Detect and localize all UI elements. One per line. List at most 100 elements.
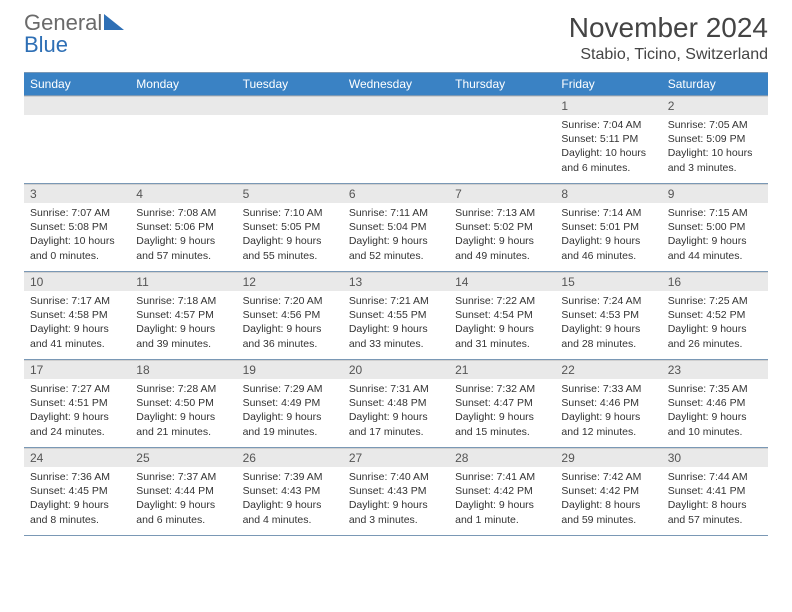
- calendar-day-cell: 27Sunrise: 7:40 AMSunset: 4:43 PMDayligh…: [343, 448, 449, 536]
- daylight-text: Daylight: 9 hours and 28 minutes.: [561, 322, 655, 350]
- day-body: [237, 115, 343, 124]
- calendar-day-cell: 14Sunrise: 7:22 AMSunset: 4:54 PMDayligh…: [449, 272, 555, 360]
- day-body: Sunrise: 7:04 AMSunset: 5:11 PMDaylight:…: [555, 115, 661, 181]
- sunset-text: Sunset: 4:56 PM: [243, 308, 337, 322]
- sunrise-text: Sunrise: 7:17 AM: [30, 294, 124, 308]
- calendar-day-cell: 26Sunrise: 7:39 AMSunset: 4:43 PMDayligh…: [237, 448, 343, 536]
- day-number: 30: [662, 448, 768, 467]
- sunrise-text: Sunrise: 7:14 AM: [561, 206, 655, 220]
- sunset-text: Sunset: 4:43 PM: [349, 484, 443, 498]
- sunrise-text: Sunrise: 7:25 AM: [668, 294, 762, 308]
- sunset-text: Sunset: 4:42 PM: [455, 484, 549, 498]
- sunrise-text: Sunrise: 7:05 AM: [668, 118, 762, 132]
- sunrise-text: Sunrise: 7:11 AM: [349, 206, 443, 220]
- calendar-day-cell: 19Sunrise: 7:29 AMSunset: 4:49 PMDayligh…: [237, 360, 343, 448]
- day-number: 28: [449, 448, 555, 467]
- day-number: 26: [237, 448, 343, 467]
- weekday-header: Saturday: [662, 73, 768, 96]
- day-body: Sunrise: 7:20 AMSunset: 4:56 PMDaylight:…: [237, 291, 343, 357]
- sunrise-text: Sunrise: 7:18 AM: [136, 294, 230, 308]
- logo-sail-icon: [104, 14, 124, 30]
- sunset-text: Sunset: 4:46 PM: [668, 396, 762, 410]
- sunset-text: Sunset: 5:02 PM: [455, 220, 549, 234]
- sunset-text: Sunset: 4:47 PM: [455, 396, 549, 410]
- day-body: Sunrise: 7:29 AMSunset: 4:49 PMDaylight:…: [237, 379, 343, 445]
- daylight-text: Daylight: 9 hours and 8 minutes.: [30, 498, 124, 526]
- day-body: [24, 115, 130, 124]
- logo: General Blue: [24, 12, 124, 56]
- sunset-text: Sunset: 4:49 PM: [243, 396, 337, 410]
- day-body: Sunrise: 7:07 AMSunset: 5:08 PMDaylight:…: [24, 203, 130, 269]
- day-number: [130, 96, 236, 115]
- calendar-blank-cell: [237, 96, 343, 184]
- day-body: [130, 115, 236, 124]
- day-body: [343, 115, 449, 124]
- calendar-week-row: 1Sunrise: 7:04 AMSunset: 5:11 PMDaylight…: [24, 96, 768, 184]
- day-number: [343, 96, 449, 115]
- sunset-text: Sunset: 4:48 PM: [349, 396, 443, 410]
- sunset-text: Sunset: 5:05 PM: [243, 220, 337, 234]
- day-number: 13: [343, 272, 449, 291]
- day-body: Sunrise: 7:14 AMSunset: 5:01 PMDaylight:…: [555, 203, 661, 269]
- calendar-week-row: 10Sunrise: 7:17 AMSunset: 4:58 PMDayligh…: [24, 272, 768, 360]
- sunset-text: Sunset: 5:11 PM: [561, 132, 655, 146]
- calendar-day-cell: 28Sunrise: 7:41 AMSunset: 4:42 PMDayligh…: [449, 448, 555, 536]
- sunset-text: Sunset: 4:55 PM: [349, 308, 443, 322]
- day-number: 14: [449, 272, 555, 291]
- calendar-day-cell: 17Sunrise: 7:27 AMSunset: 4:51 PMDayligh…: [24, 360, 130, 448]
- sunset-text: Sunset: 5:08 PM: [30, 220, 124, 234]
- calendar-day-cell: 15Sunrise: 7:24 AMSunset: 4:53 PMDayligh…: [555, 272, 661, 360]
- daylight-text: Daylight: 9 hours and 31 minutes.: [455, 322, 549, 350]
- daylight-text: Daylight: 9 hours and 39 minutes.: [136, 322, 230, 350]
- sunset-text: Sunset: 4:43 PM: [243, 484, 337, 498]
- sunrise-text: Sunrise: 7:42 AM: [561, 470, 655, 484]
- day-number: 20: [343, 360, 449, 379]
- calendar-week-row: 3Sunrise: 7:07 AMSunset: 5:08 PMDaylight…: [24, 184, 768, 272]
- day-body: Sunrise: 7:39 AMSunset: 4:43 PMDaylight:…: [237, 467, 343, 533]
- calendar-day-cell: 1Sunrise: 7:04 AMSunset: 5:11 PMDaylight…: [555, 96, 661, 184]
- day-body: Sunrise: 7:08 AMSunset: 5:06 PMDaylight:…: [130, 203, 236, 269]
- title-block: November 2024 Stabio, Ticino, Switzerlan…: [569, 12, 768, 64]
- daylight-text: Daylight: 9 hours and 44 minutes.: [668, 234, 762, 262]
- sunset-text: Sunset: 4:52 PM: [668, 308, 762, 322]
- day-body: Sunrise: 7:44 AMSunset: 4:41 PMDaylight:…: [662, 467, 768, 533]
- day-body: Sunrise: 7:27 AMSunset: 4:51 PMDaylight:…: [24, 379, 130, 445]
- day-body: Sunrise: 7:28 AMSunset: 4:50 PMDaylight:…: [130, 379, 236, 445]
- day-number: 29: [555, 448, 661, 467]
- day-body: Sunrise: 7:32 AMSunset: 4:47 PMDaylight:…: [449, 379, 555, 445]
- day-number: [449, 96, 555, 115]
- calendar-day-cell: 23Sunrise: 7:35 AMSunset: 4:46 PMDayligh…: [662, 360, 768, 448]
- day-number: 16: [662, 272, 768, 291]
- day-number: 6: [343, 184, 449, 203]
- calendar-day-cell: 11Sunrise: 7:18 AMSunset: 4:57 PMDayligh…: [130, 272, 236, 360]
- daylight-text: Daylight: 8 hours and 57 minutes.: [668, 498, 762, 526]
- weekday-header: Tuesday: [237, 73, 343, 96]
- daylight-text: Daylight: 9 hours and 26 minutes.: [668, 322, 762, 350]
- daylight-text: Daylight: 9 hours and 3 minutes.: [349, 498, 443, 526]
- sunset-text: Sunset: 4:44 PM: [136, 484, 230, 498]
- sunrise-text: Sunrise: 7:36 AM: [30, 470, 124, 484]
- day-body: Sunrise: 7:15 AMSunset: 5:00 PMDaylight:…: [662, 203, 768, 269]
- day-body: Sunrise: 7:35 AMSunset: 4:46 PMDaylight:…: [662, 379, 768, 445]
- calendar-blank-cell: [449, 96, 555, 184]
- day-number: 27: [343, 448, 449, 467]
- day-body: Sunrise: 7:33 AMSunset: 4:46 PMDaylight:…: [555, 379, 661, 445]
- sunrise-text: Sunrise: 7:32 AM: [455, 382, 549, 396]
- daylight-text: Daylight: 9 hours and 55 minutes.: [243, 234, 337, 262]
- calendar-day-cell: 5Sunrise: 7:10 AMSunset: 5:05 PMDaylight…: [237, 184, 343, 272]
- day-body: [449, 115, 555, 124]
- calendar-week-row: 24Sunrise: 7:36 AMSunset: 4:45 PMDayligh…: [24, 448, 768, 536]
- header-row: General Blue November 2024 Stabio, Ticin…: [24, 12, 768, 64]
- day-body: Sunrise: 7:40 AMSunset: 4:43 PMDaylight:…: [343, 467, 449, 533]
- sunrise-text: Sunrise: 7:10 AM: [243, 206, 337, 220]
- calendar-day-cell: 13Sunrise: 7:21 AMSunset: 4:55 PMDayligh…: [343, 272, 449, 360]
- sunrise-text: Sunrise: 7:35 AM: [668, 382, 762, 396]
- day-number: 8: [555, 184, 661, 203]
- day-number: 18: [130, 360, 236, 379]
- calendar-table: SundayMondayTuesdayWednesdayThursdayFrid…: [24, 72, 768, 536]
- day-number: 12: [237, 272, 343, 291]
- sunrise-text: Sunrise: 7:29 AM: [243, 382, 337, 396]
- sunrise-text: Sunrise: 7:33 AM: [561, 382, 655, 396]
- calendar-day-cell: 8Sunrise: 7:14 AMSunset: 5:01 PMDaylight…: [555, 184, 661, 272]
- day-body: Sunrise: 7:18 AMSunset: 4:57 PMDaylight:…: [130, 291, 236, 357]
